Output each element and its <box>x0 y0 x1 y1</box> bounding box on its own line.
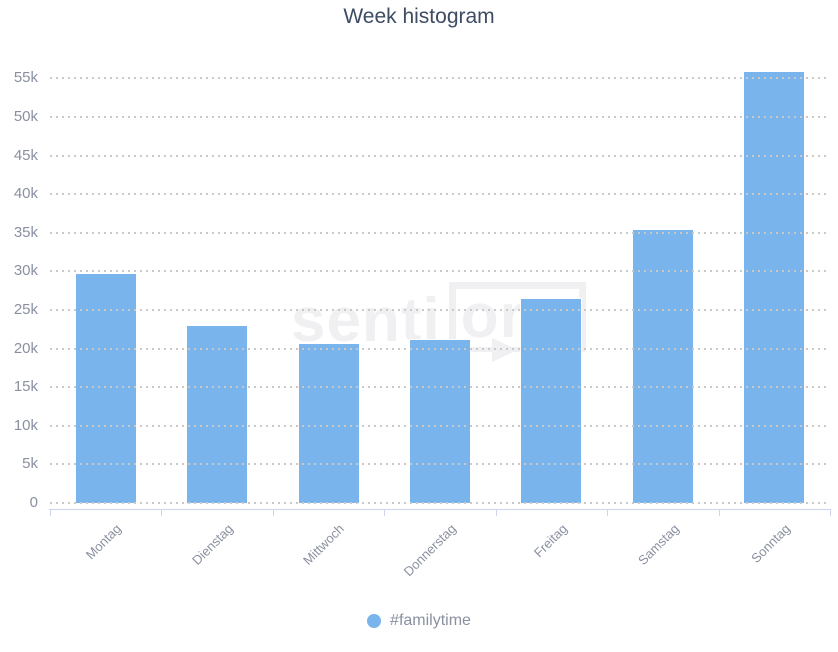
bar-sonntag[interactable] <box>743 70 806 503</box>
x-axis-tick <box>384 509 386 516</box>
x-axis-label-text: Dienstag <box>188 521 236 568</box>
y-axis-label-40k: 40k <box>13 185 38 203</box>
watermark-tail-icon <box>492 338 518 362</box>
gridline-40k <box>50 193 830 196</box>
x-axis-label-text: Freitag <box>530 521 571 561</box>
y-axis-label-20k: 20k <box>13 339 38 357</box>
legend: #familytime <box>0 612 838 630</box>
gridline-45k <box>50 154 830 157</box>
x-axis-tick <box>607 509 609 516</box>
x-axis-label-text: Samstag <box>634 521 682 568</box>
y-axis-label-0: 0 <box>29 494 38 511</box>
gridline-30k <box>50 270 830 273</box>
x-axis-tick <box>495 509 497 516</box>
gridline-20k <box>50 347 830 350</box>
x-axis-tick <box>161 509 163 516</box>
x-axis-tick <box>830 509 831 516</box>
y-axis-label-35k: 35k <box>13 223 38 241</box>
gridline-50k <box>50 115 830 118</box>
gridline-15k <box>50 386 830 389</box>
y-axis-label-45k: 45k <box>13 146 38 164</box>
bar-mittwoch[interactable] <box>297 343 360 503</box>
x-axis-label-text: Montag <box>83 521 125 563</box>
gridline-35k <box>50 231 830 234</box>
gridline-0 <box>50 502 830 504</box>
y-axis-label-25k: 25k <box>13 300 38 318</box>
legend-marker-icon <box>367 614 382 628</box>
bar-donnerstag[interactable] <box>409 338 471 503</box>
y-axis-label-5k: 5k <box>22 455 38 473</box>
y-axis-label-50k: 50k <box>13 107 38 125</box>
bar-freitag[interactable] <box>520 298 583 503</box>
legend-item-familytime[interactable]: #familytime <box>367 612 471 630</box>
y-axis-label-55k: 55k <box>13 69 38 87</box>
y-axis-label-10k: 10k <box>13 416 38 434</box>
gridline-5k <box>50 463 830 466</box>
legend-label: #familytime <box>390 612 471 629</box>
chart-title: Week histogram <box>343 5 495 28</box>
x-axis-tick <box>272 509 274 516</box>
bar-samstag[interactable] <box>631 228 694 503</box>
x-axis-label-text: Mittwoch <box>300 521 348 568</box>
x-axis-tick <box>718 509 720 516</box>
x-axis-tick <box>50 509 51 516</box>
bar-dienstag[interactable] <box>186 325 249 503</box>
x-axis-line <box>49 509 831 510</box>
y-axis-label-30k: 30k <box>13 262 38 280</box>
gridline-10k <box>50 424 830 427</box>
sentione-watermark-logo: senti one <box>291 282 586 362</box>
x-axis-label-text: Donnerstag <box>400 521 459 580</box>
gridline-55k <box>50 77 830 80</box>
gridline-25k <box>50 308 830 311</box>
x-axis-label-text: Sonntag <box>748 521 793 566</box>
y-axis-label-15k: 15k <box>13 378 38 396</box>
